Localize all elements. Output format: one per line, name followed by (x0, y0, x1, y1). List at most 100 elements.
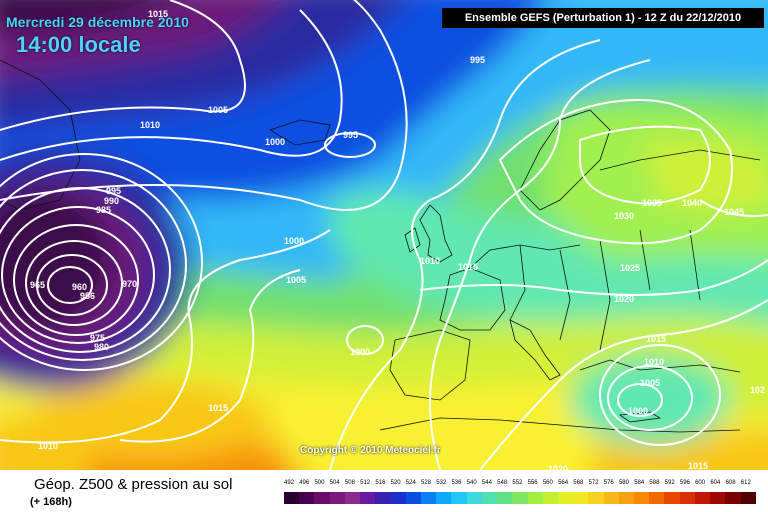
color-scale-swatch (284, 492, 300, 504)
forecast-time: 14:00 locale (16, 32, 141, 57)
map-canvas: 1015 1005 995 1010 1000 995 995 990 985 … (0, 0, 768, 470)
color-scale-swatch (603, 492, 619, 504)
color-scale-label: 572 (588, 480, 599, 486)
color-scale-swatch (694, 492, 711, 504)
color-scale-swatch (679, 492, 695, 504)
color-scale-label: 556 (527, 480, 538, 486)
color-scale-swatch (314, 492, 330, 504)
isobar-label: 1000 (284, 236, 304, 246)
color-scale-swatch (360, 492, 376, 504)
isobar-label: 1000 (628, 406, 648, 416)
color-scale-labels: 492 496 500 504 508 512 516 520 524 528 532 536 540 5… (284, 480, 756, 490)
isobar-label: 1015 (646, 334, 666, 344)
isobar-label: 965 (30, 280, 45, 290)
forecast-lead: (+ 168h) (30, 496, 72, 508)
color-scale-label: 544 (481, 480, 492, 486)
color-scale-swatch (436, 492, 452, 504)
isobar-label: 1015 (688, 461, 708, 470)
color-scale-swatch (375, 492, 391, 504)
color-scale-label: 540 (466, 480, 477, 486)
color-scale-label: 520 (390, 480, 401, 486)
color-scale-label: 496 (299, 480, 310, 486)
color-scale-swatch (497, 492, 513, 504)
isobar-label: 1040 (682, 198, 702, 208)
color-scale-label: 552 (512, 480, 523, 486)
color-scale-label: 548 (497, 480, 508, 486)
isobar-label: 1015 (208, 403, 228, 413)
color-scale-label: 512 (360, 480, 371, 486)
color-scale-swatch (634, 492, 650, 504)
color-scale-label: 596 (679, 480, 690, 486)
isobar-label: 990 (104, 196, 119, 206)
forecast-date: Mercredi 29 décembre 2010 (6, 14, 189, 30)
isobar-label: 980 (94, 342, 109, 352)
color-scale-label: 588 (649, 480, 660, 486)
color-scale-swatch (451, 492, 467, 504)
color-scale-label: 524 (405, 480, 416, 486)
isobar-label: 995 (470, 55, 485, 65)
color-scale-swatch (390, 492, 406, 504)
isobar-label: 1005 (208, 105, 228, 115)
isobars (0, 0, 768, 470)
color-scale-bar (284, 492, 756, 504)
geopotential-field (0, 0, 768, 470)
isobar-label: 102 (750, 385, 765, 395)
color-scale-swatch (588, 492, 604, 504)
isobar-label: 1010 (644, 357, 664, 367)
copyright-notice: Copyright © 2010 Meteociel.fr (300, 445, 441, 456)
isobar-labels: 1015 1005 995 1010 1000 995 995 990 985 … (30, 9, 765, 470)
color-scale-label: 564 (558, 480, 569, 486)
isobar-label: 1005 (640, 378, 660, 388)
color-scale-swatch (740, 492, 756, 504)
isobar-label: 960 (72, 282, 87, 292)
isobar-label: 995 (343, 130, 358, 140)
map-title: Géop. Z500 & pression au sol (34, 476, 233, 493)
color-scale-label: 504 (329, 480, 340, 486)
color-scale-swatch (481, 492, 498, 504)
color-scale-swatch (527, 492, 543, 504)
color-scale-swatch (557, 492, 574, 504)
color-scale-swatch (344, 492, 361, 504)
isobar-label: 1020 (614, 294, 634, 304)
isobar-label: 1000 (350, 347, 370, 357)
color-scale-swatch (329, 492, 345, 504)
color-scale-label: 592 (664, 480, 675, 486)
isobar-label: 985 (96, 205, 111, 215)
isobar-label: 1030 (614, 211, 634, 221)
isobar-label: 1010 (420, 256, 440, 266)
color-scale-label: 600 (695, 480, 706, 486)
color-scale-label: 568 (573, 480, 584, 486)
isobar-label: 1015 (458, 262, 478, 272)
color-scale-label: 508 (344, 480, 355, 486)
legend-footer: Géop. Z500 & pression au sol (+ 168h) 49… (0, 470, 768, 512)
color-scale-label: 536 (451, 480, 462, 486)
isobar-label: 1000 (265, 137, 285, 147)
color-scale-label: 612 (740, 480, 751, 486)
color-scale-label: 500 (314, 480, 325, 486)
color-scale-label: 560 (542, 480, 553, 486)
color-scale-swatch (725, 492, 741, 504)
color-scale-label: 580 (618, 480, 629, 486)
color-scale-swatch (542, 492, 558, 504)
isobar-label: 1045 (724, 207, 744, 217)
color-scale-label: 516 (375, 480, 386, 486)
color-scale-label: 608 (725, 480, 736, 486)
isobar-label: 1025 (620, 263, 640, 273)
color-scale-label: 492 (284, 480, 295, 486)
color-scale-swatch (664, 492, 680, 504)
isobar-label: 1015 (148, 9, 168, 19)
model-run-label: Ensemble GEFS (Perturbation 1) - 12 Z du… (442, 8, 764, 28)
isobar-label: 995 (106, 186, 121, 196)
isobar-label: 1020 (548, 464, 568, 470)
color-scale-swatch (649, 492, 665, 504)
isobar-label: 1035 (642, 198, 662, 208)
isobar-label: 1010 (38, 441, 58, 451)
color-scale-label: 532 (436, 480, 447, 486)
color-scale-label: 576 (603, 480, 614, 486)
color-scale-swatch (420, 492, 437, 504)
color-scale-swatch (299, 492, 315, 504)
color-scale-swatch (512, 492, 528, 504)
color-scale-label: 584 (634, 480, 645, 486)
color-scale-label: 528 (421, 480, 432, 486)
isobar-label: 956 (80, 291, 95, 301)
